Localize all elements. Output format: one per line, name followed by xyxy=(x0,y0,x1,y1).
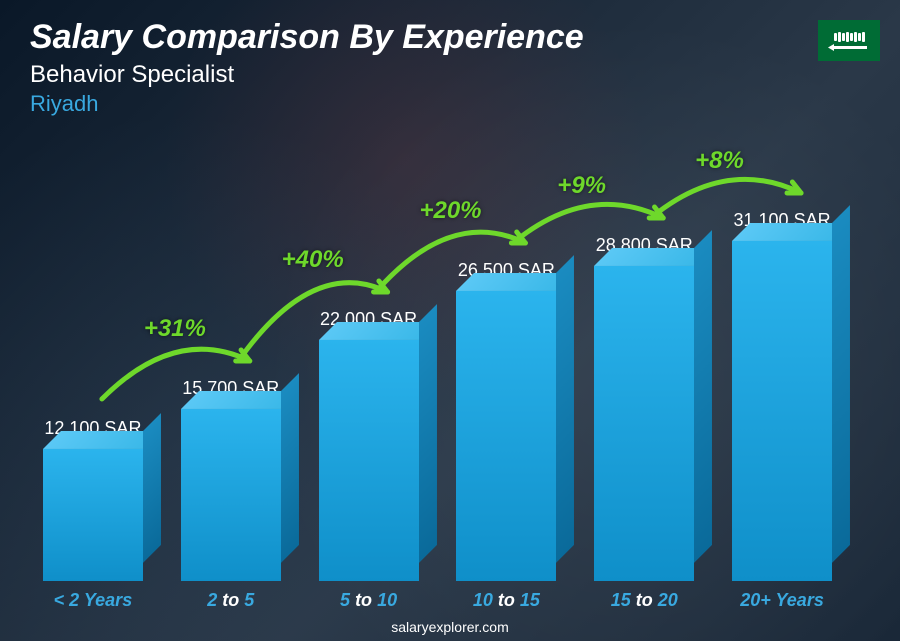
chart-title: Salary Comparison By Experience xyxy=(30,18,584,57)
x-axis-label: 2 to 5 xyxy=(168,590,294,611)
bar-side-face xyxy=(143,413,161,563)
bar-group: 22,000 SAR xyxy=(306,81,432,581)
bar-front-face xyxy=(43,449,143,581)
bar-side-face xyxy=(419,304,437,563)
x-axis-label: 10 to 15 xyxy=(443,590,569,611)
bar xyxy=(43,449,143,581)
bar-side-face xyxy=(832,205,850,563)
bar-side-face xyxy=(281,373,299,563)
bar xyxy=(456,291,556,581)
flag-sword-icon xyxy=(831,46,867,49)
x-axis-label: 20+ Years xyxy=(719,590,845,611)
bar-side-face xyxy=(556,255,574,563)
growth-percentage-label: +8% xyxy=(695,147,744,175)
x-axis-labels: < 2 Years 2 to 5 5 to 10 10 to 15 15 to 20 20… xyxy=(30,590,845,611)
bar-front-face xyxy=(456,291,556,581)
bar xyxy=(319,340,419,581)
growth-percentage-label: +40% xyxy=(282,246,344,274)
footer-attribution: salaryexplorer.com xyxy=(0,619,900,635)
flag-shahada xyxy=(829,32,869,44)
bar-front-face xyxy=(594,266,694,581)
x-axis-label: < 2 Years xyxy=(30,590,156,611)
bar xyxy=(594,266,694,581)
bar-side-face xyxy=(694,230,712,563)
bar-group: 28,800 SAR xyxy=(581,81,707,581)
bar-group: 26,500 SAR xyxy=(443,81,569,581)
growth-percentage-label: +9% xyxy=(557,172,606,200)
bar xyxy=(732,241,832,581)
x-axis-label: 15 to 20 xyxy=(581,590,707,611)
country-flag xyxy=(818,20,880,61)
growth-percentage-label: +20% xyxy=(419,197,481,225)
bar-group: 12,100 SAR xyxy=(30,81,156,581)
bar-front-face xyxy=(181,409,281,581)
bar-front-face xyxy=(319,340,419,581)
growth-percentage-label: +31% xyxy=(144,315,206,343)
x-axis-label: 5 to 10 xyxy=(306,590,432,611)
bar-front-face xyxy=(732,241,832,581)
bar xyxy=(181,409,281,581)
